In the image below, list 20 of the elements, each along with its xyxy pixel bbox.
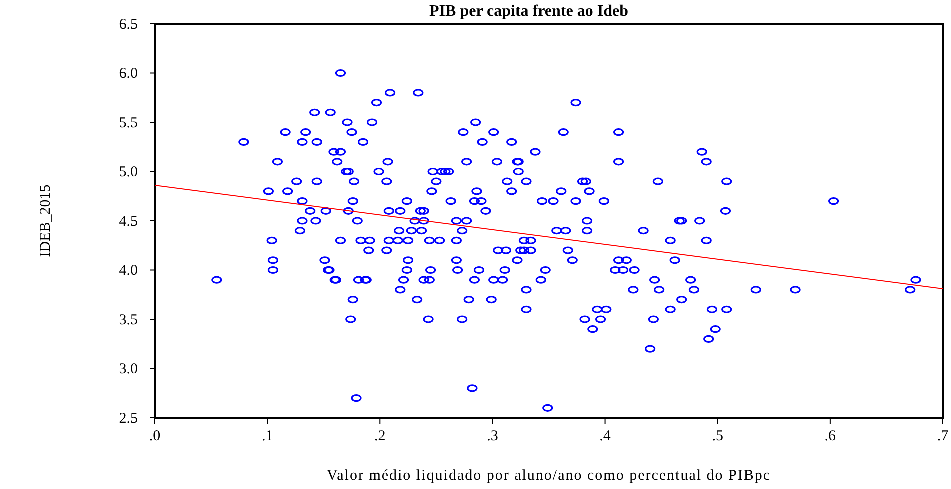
x-tick-label: .2 xyxy=(374,428,386,444)
x-tick-label: .5 xyxy=(712,428,724,444)
y-tick-label: 4.5 xyxy=(119,214,138,230)
y-tick-label: 3.5 xyxy=(119,312,138,328)
y-tick-label: 6.0 xyxy=(119,66,138,82)
y-tick-label: 4.0 xyxy=(119,263,138,280)
x-tick-label: .6 xyxy=(824,428,837,444)
x-tick-label: .3 xyxy=(487,428,498,444)
y-axis-title: IDEB_2015 xyxy=(38,184,54,258)
y-tick-label: 5.0 xyxy=(119,164,138,181)
x-tick-label: .0 xyxy=(149,428,161,444)
y-tick-label: 3.0 xyxy=(119,362,138,378)
x-tick-label: .7 xyxy=(937,428,950,444)
y-tick-label: 2.5 xyxy=(119,410,138,427)
x-tick-label: .4 xyxy=(600,428,612,444)
y-tick-label: 5.5 xyxy=(119,115,138,132)
x-tick-label: .1 xyxy=(262,428,274,444)
y-tick-label: 6.5 xyxy=(119,16,138,33)
x-axis-title: Valor médio liquidado por aluno/ano como percentual do PIBpc xyxy=(326,468,772,484)
chart-title: PIB per capita frente ao Ideb xyxy=(430,3,629,20)
